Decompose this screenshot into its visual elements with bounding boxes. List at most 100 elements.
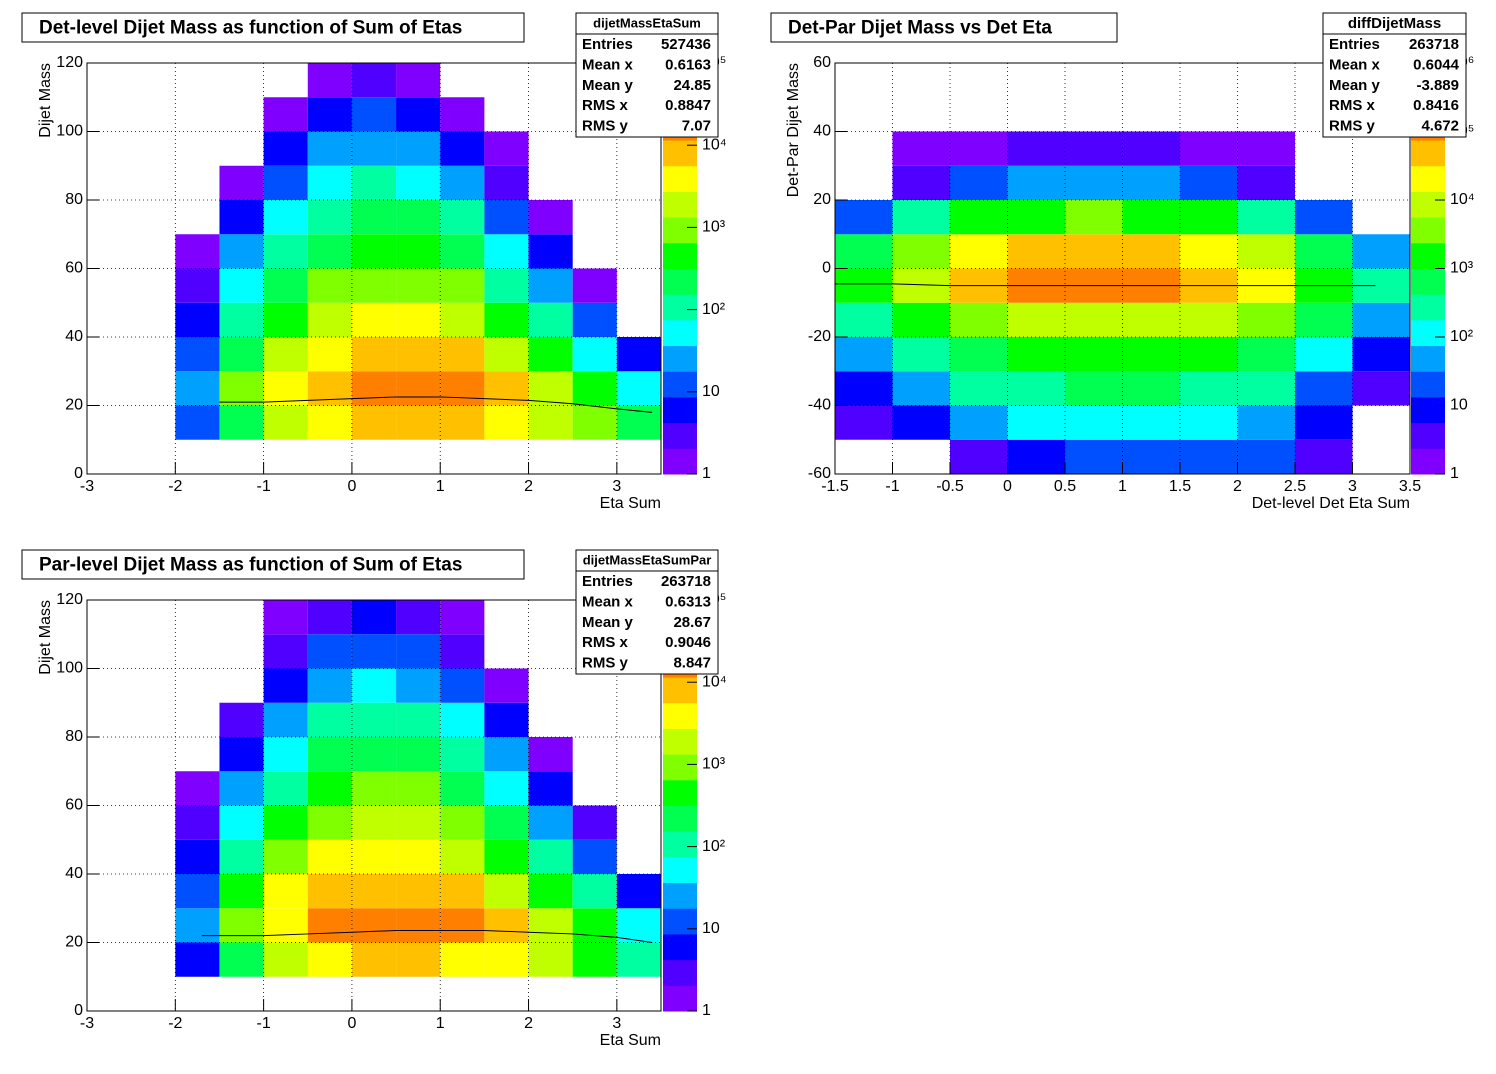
heatmap-cell [572, 302, 617, 337]
heatmap-cell [396, 771, 441, 806]
heatmap-cell [263, 668, 308, 703]
profile-line [835, 283, 1376, 287]
heatmap-cell [572, 908, 617, 943]
colorbar-tick-label: 1 [702, 1002, 711, 1019]
heatmap-cell [528, 874, 573, 909]
colorbar-band [663, 371, 697, 398]
colorbar-band [663, 191, 697, 218]
heatmap-cell [307, 63, 352, 98]
heatmap-cell [528, 234, 573, 269]
colorbar-band [1411, 294, 1445, 321]
heatmap-cell [1295, 371, 1353, 406]
heatmap-cell [484, 131, 529, 166]
heatmap-cell [263, 634, 308, 669]
title-box [770, 12, 1118, 43]
x-tick-label: 3 [612, 478, 621, 495]
heatmap-cell [1237, 200, 1295, 235]
heatmap-cell [528, 839, 573, 874]
x-tick-label: 1 [436, 478, 445, 495]
heatmap-cell [263, 268, 308, 303]
y-tick-label: 0 [74, 1002, 83, 1019]
heatmap-cell [263, 337, 308, 372]
heatmap-cell [1237, 165, 1295, 200]
stats-value: 0.6313 [665, 593, 711, 610]
heatmap-cell [396, 634, 441, 669]
heatmap-cell [175, 268, 220, 303]
heatmap-cell [351, 234, 397, 269]
heatmap-cell [175, 839, 220, 874]
heatmap-cell [396, 131, 441, 166]
heatmap-cell [351, 634, 397, 669]
heatmap-cell [1122, 439, 1180, 474]
heatmap-cell [440, 302, 485, 337]
heatmap-cell [892, 302, 950, 337]
heatmap-cell [1180, 200, 1238, 235]
heatmap-cell [528, 302, 573, 337]
heatmap-cell [484, 337, 529, 372]
heatmap-cell [263, 908, 308, 943]
heatmap-cell [572, 874, 617, 909]
x-axis-label: Det-level Det Eta Sum [1252, 495, 1410, 512]
heatmap-cell [351, 131, 397, 166]
stats-value: 263718 [1409, 36, 1459, 53]
stats-value: 527436 [661, 36, 711, 53]
x-tick-label: 3.5 [1399, 478, 1421, 495]
colorbar-band [663, 217, 697, 244]
heatmap-cell [351, 97, 397, 132]
stats-label: RMS y [582, 118, 629, 135]
heatmap-cell [440, 634, 485, 669]
heatmap-cell [263, 200, 308, 235]
colorbar-band [663, 422, 697, 449]
x-tick-label: 2 [524, 1015, 533, 1032]
heatmap-cell [219, 405, 264, 440]
heatmap-cell [440, 771, 485, 806]
stats-value: 263718 [661, 573, 711, 590]
x-tick-label: 2.5 [1284, 478, 1306, 495]
heatmap-cell [307, 268, 352, 303]
heatmap-cell [351, 737, 397, 772]
heatmap-cell [1122, 200, 1180, 235]
stats-label: Mean x [582, 593, 634, 610]
colorbar-band [663, 448, 697, 475]
heatmap-cell [263, 805, 308, 840]
heatmap-cell [440, 337, 485, 372]
x-tick-label: -1.5 [821, 478, 849, 495]
colorbar-band [663, 933, 697, 961]
x-tick-label: -2 [168, 478, 182, 495]
heatmap-cell [307, 200, 352, 235]
heatmap-cell [1237, 337, 1295, 372]
heatmap-cell [1122, 234, 1180, 269]
heatmap-cell [351, 942, 397, 977]
heatmap-cell [175, 771, 220, 806]
stats-label: RMS x [582, 97, 629, 114]
heatmap-cell [572, 942, 617, 977]
heatmap-cell [1295, 234, 1353, 269]
heatmap-cell [307, 600, 352, 635]
heatmap-cell [1065, 165, 1123, 200]
heatmap-cell [1295, 337, 1353, 372]
x-tick-label: 2 [1233, 478, 1242, 495]
x-tick-label: 3 [1348, 478, 1357, 495]
heatmap-cell [1007, 405, 1065, 440]
heatmap-cell [263, 165, 308, 200]
colorbar-band [663, 728, 697, 755]
colorbar-tick-label: 10³ [702, 756, 726, 773]
colorbar-band [663, 959, 697, 986]
heatmap-cell [1237, 405, 1295, 440]
plot-frame [86, 62, 662, 475]
heatmap-cell [1007, 439, 1065, 474]
heatmap-cell [307, 805, 352, 840]
stats-label: RMS x [1329, 97, 1376, 114]
heatmap-cell [1237, 131, 1295, 166]
heatmap-cell [892, 371, 950, 406]
heatmap-cell [307, 908, 352, 943]
heatmap-cell [835, 200, 893, 235]
heatmap-cell [307, 771, 352, 806]
heatmap-cell [1237, 371, 1295, 406]
y-tick-label: 120 [56, 591, 83, 608]
heatmap-cell [484, 771, 529, 806]
heatmap-cell [263, 771, 308, 806]
heatmap-cell [440, 234, 485, 269]
heatmap-cell [1007, 234, 1065, 269]
